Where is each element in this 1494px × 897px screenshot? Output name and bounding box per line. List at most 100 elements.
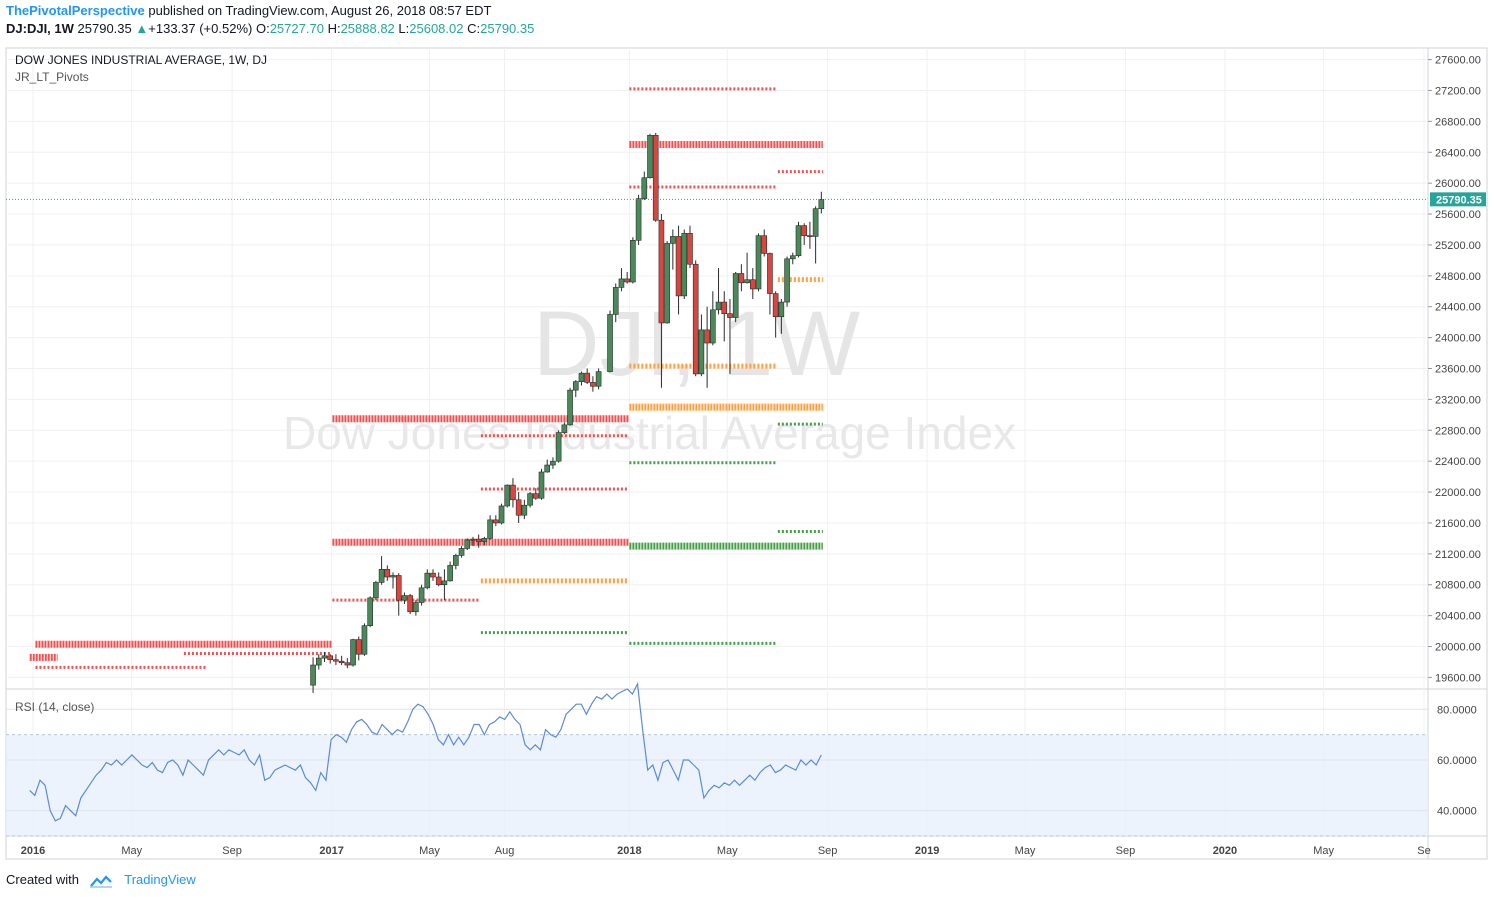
time-tick-label: May (1313, 845, 1334, 857)
rsi-tick-label: 40.0000 (1437, 806, 1477, 818)
price-tick-label: 23600.00 (1435, 364, 1481, 376)
candle-up (647, 134, 653, 179)
price-tick-label: 25600.00 (1435, 209, 1481, 221)
candle-down (338, 660, 345, 664)
time-tick-label: May (121, 845, 142, 857)
candle-up (778, 301, 785, 318)
candle-up (795, 225, 802, 257)
price-axis[interactable]: 27600.00 27200.00 26800.00 26400.00 26000.00… (1428, 55, 1481, 685)
candle-down (801, 225, 808, 236)
rsi-tick-label: 80.0000 (1437, 704, 1477, 716)
close-value: 25790.35 (480, 21, 535, 36)
price-tick-label: 23200.00 (1435, 394, 1481, 406)
price-tick-label: 22000.00 (1435, 487, 1481, 499)
time-tick-label: May (717, 845, 738, 857)
time-tick-label: 2020 (1213, 845, 1237, 857)
price-tick-label: 24400.00 (1435, 302, 1481, 314)
time-tick-label: Aug (495, 845, 515, 857)
candle-down (652, 134, 659, 221)
candle-up (441, 580, 448, 586)
candle-down (692, 263, 699, 375)
candle-down (515, 499, 522, 516)
candle-down (727, 313, 733, 318)
low-value: 25608.02 (409, 21, 464, 36)
price-tick-label: 20000.00 (1435, 642, 1481, 654)
candle-up (401, 595, 408, 601)
footer: Created with TradingView (6, 872, 196, 888)
candle-up (555, 432, 562, 462)
candle-up (818, 199, 825, 209)
candle-up (544, 464, 551, 473)
candle-down (704, 329, 710, 344)
published-text: published on TradingView.com, August 26,… (148, 3, 492, 18)
time-tick-label: 2018 (617, 845, 641, 857)
author-link[interactable]: ThePivotalPerspective (6, 3, 145, 18)
price-tick-label: 20800.00 (1435, 580, 1481, 592)
candle-down (721, 301, 728, 314)
candle-down (624, 278, 630, 283)
rsi-axis: 80.0000 60.0000 40.0000 (1437, 704, 1477, 817)
time-tick-label: May (419, 845, 440, 857)
candle-up (812, 208, 819, 237)
candle-up (635, 198, 642, 241)
change-up-icon: ▲ (135, 21, 149, 36)
time-tick-label: 2019 (915, 845, 939, 857)
candle-up (350, 639, 356, 666)
candle-down (761, 235, 768, 254)
price-tick-label: 26400.00 (1435, 147, 1481, 159)
time-tick-label: May (1015, 845, 1036, 857)
candle-up (481, 538, 488, 542)
candle-up (361, 625, 368, 655)
candle-up (715, 301, 722, 311)
indicator-name: JR_LT_Pivots (15, 70, 89, 84)
ohlc-line: DJ:DJI, 1W 25790.35 ▲+133.37 (+0.52%) O:… (6, 21, 534, 36)
time-axis[interactable]: 2016 May Sep 2017 May Aug 2018 May Sep 2019 May Sep… (21, 845, 1431, 857)
price-tick-label: 27600.00 (1435, 55, 1481, 67)
candle-up (607, 314, 613, 372)
candle-up (487, 519, 493, 539)
candle-down (590, 382, 596, 387)
candle-up (424, 572, 431, 589)
last-price: 25790.35 (77, 21, 132, 36)
candle-up (527, 493, 533, 506)
candle-up (418, 587, 425, 603)
candle-up (390, 575, 396, 578)
candle-down (510, 484, 516, 501)
time-tick-label: Sep (1116, 845, 1136, 857)
candle-up (641, 177, 648, 199)
candle-down (384, 568, 391, 578)
last-price-tag (1430, 192, 1486, 207)
candle-up (681, 233, 688, 297)
candle-down (807, 235, 813, 237)
candle-down (435, 576, 442, 586)
price-tick-label: 22800.00 (1435, 425, 1481, 437)
candle-down (738, 273, 745, 284)
price-tick-label: 24000.00 (1435, 333, 1481, 345)
candle-up (538, 471, 545, 499)
price-tick-label: 21200.00 (1435, 549, 1481, 561)
candle-up (670, 236, 676, 244)
watermark-name: Dow Jones Industrial Average Index (283, 407, 1016, 459)
candle-up (321, 655, 328, 659)
candle-up (664, 243, 670, 324)
publish-line: ThePivotalPerspective published on Tradi… (6, 3, 491, 18)
candle-up (310, 664, 316, 686)
candle-up (698, 329, 705, 375)
candle-up (453, 555, 459, 566)
candle-up (464, 539, 471, 549)
time-tick-label: Sep (222, 845, 242, 857)
candle-up (744, 279, 750, 284)
footer-brand-link[interactable]: TradingView (124, 872, 196, 887)
candle-up (578, 372, 585, 382)
rsi-label: RSI (14, close) (15, 700, 94, 714)
time-tick-label: Sep (818, 845, 838, 857)
candle-down (327, 655, 334, 660)
change-value: +133.37 (+0.52%) (148, 21, 253, 36)
candle-up (470, 538, 476, 541)
high-label: H: (327, 21, 341, 36)
low-label: L: (398, 21, 410, 36)
candle-down (355, 639, 362, 655)
candle-down (532, 493, 539, 499)
candle-up (458, 548, 465, 556)
